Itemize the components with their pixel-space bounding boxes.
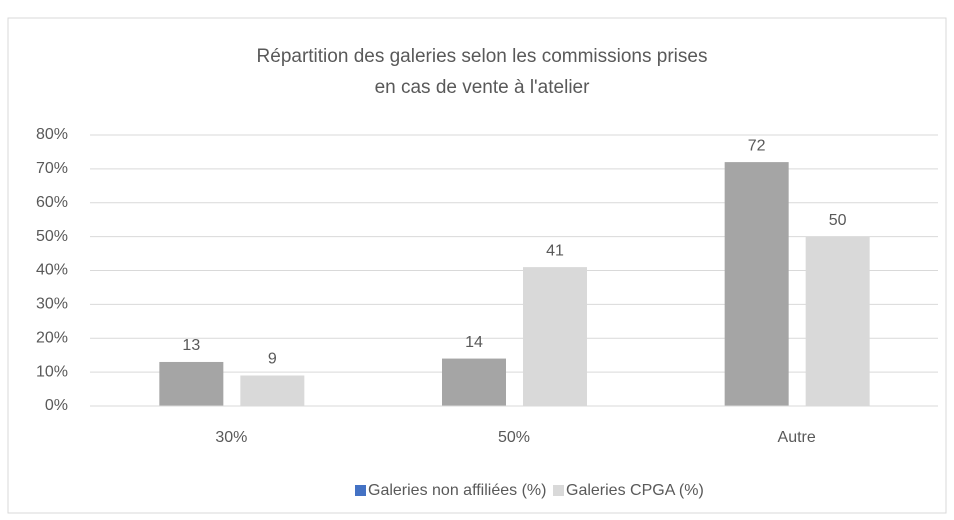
- data-label: 41: [546, 242, 564, 259]
- legend-label: Galeries CPGA (%): [566, 482, 704, 499]
- y-tick-label: 30%: [36, 296, 68, 313]
- chart-border: [7, 17, 947, 514]
- data-label: 50: [829, 212, 847, 229]
- y-tick-label: 50%: [36, 228, 68, 245]
- y-tick-label: 40%: [36, 262, 68, 279]
- y-tick-label: 20%: [36, 329, 68, 346]
- data-label: 14: [465, 334, 483, 351]
- bar: [805, 236, 870, 406]
- legend-marker: [355, 485, 366, 496]
- x-tick-label: Autre: [778, 429, 816, 446]
- bar: [240, 375, 305, 406]
- bar: [523, 267, 587, 406]
- y-tick-label: 70%: [36, 160, 68, 177]
- legend-marker: [553, 485, 564, 496]
- x-tick-label: 30%: [215, 429, 247, 446]
- data-label: 9: [268, 351, 277, 368]
- data-label: 72: [748, 137, 766, 154]
- y-tick-label: 0%: [45, 397, 68, 414]
- bar: [159, 361, 224, 406]
- y-tick-label: 10%: [36, 363, 68, 380]
- x-tick-label: 50%: [498, 429, 530, 446]
- chart-title: Répartition des galeries selon les commi…: [257, 46, 708, 67]
- bar: [442, 358, 506, 406]
- y-tick-label: 60%: [36, 194, 68, 211]
- data-label: 13: [182, 337, 200, 354]
- bar: [724, 162, 789, 406]
- chart-title: en cas de vente à l'atelier: [375, 77, 591, 98]
- legend-label: Galeries non affiliées (%): [368, 482, 546, 499]
- y-tick-label: 80%: [36, 126, 68, 143]
